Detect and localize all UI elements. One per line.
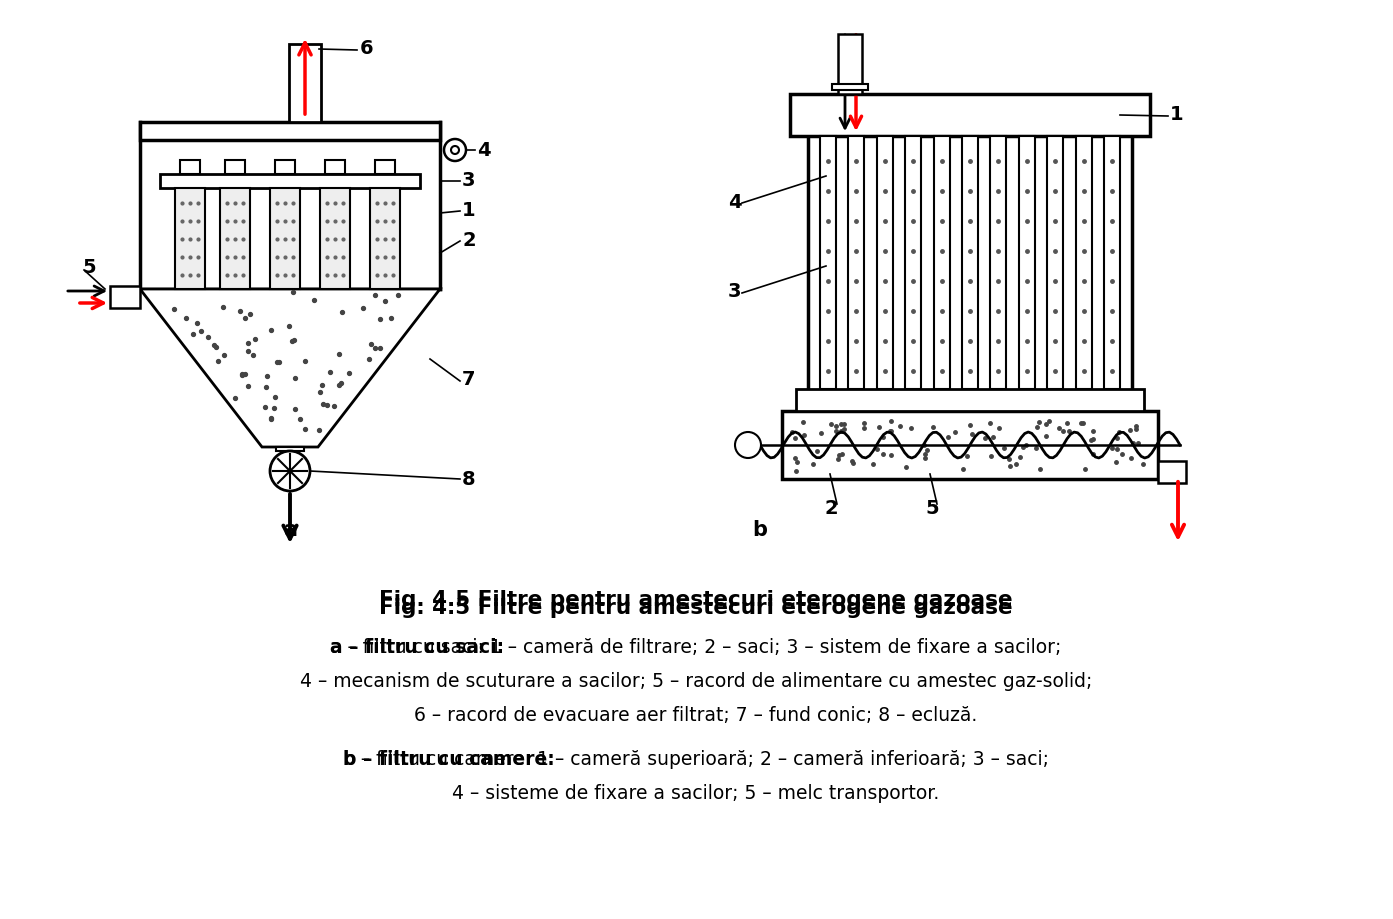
Bar — [905, 137, 921, 390]
Text: 3: 3 — [729, 282, 741, 301]
Bar — [1048, 137, 1063, 390]
Circle shape — [444, 140, 467, 162]
Bar — [288, 45, 320, 123]
Bar — [141, 123, 440, 141]
Bar — [933, 137, 950, 390]
Text: Fig. 4.5 Filtre pentru amestecuri eterogene gazoase: Fig. 4.5 Filtre pentru amestecuri eterog… — [379, 597, 1013, 618]
Bar — [848, 137, 865, 390]
Bar — [226, 161, 245, 175]
Text: 3: 3 — [462, 170, 475, 189]
Bar — [270, 188, 299, 289]
Bar — [1105, 137, 1120, 390]
Bar — [180, 161, 201, 175]
Bar — [876, 137, 893, 390]
Text: 4: 4 — [476, 142, 490, 160]
Bar — [832, 85, 868, 91]
Bar — [176, 188, 205, 289]
Text: b – filtru cu camere:: b – filtru cu camere: — [343, 749, 554, 768]
Text: 5: 5 — [82, 258, 96, 278]
Bar — [790, 95, 1151, 137]
Bar — [375, 161, 396, 175]
Text: 2: 2 — [825, 498, 839, 516]
Bar — [963, 137, 978, 390]
Bar — [220, 188, 249, 289]
Bar — [1018, 137, 1035, 390]
Circle shape — [270, 451, 311, 492]
Text: 2: 2 — [462, 231, 475, 249]
Text: b – filtru cu camere: 1 – cameră superioară; 2 – cameră inferioară; 3 – saci;: b – filtru cu camere: 1 – cameră superio… — [343, 749, 1049, 768]
Text: a – filtru cu saci:: a – filtru cu saci: — [330, 637, 504, 656]
Bar — [795, 390, 1144, 412]
Polygon shape — [141, 289, 440, 448]
Bar — [325, 161, 345, 175]
Bar — [990, 137, 1006, 390]
Text: 1: 1 — [1170, 106, 1184, 124]
Text: 8: 8 — [462, 470, 475, 489]
Text: 4: 4 — [729, 192, 741, 211]
Text: Fig. 4.5 Filtre pentru amestecuri eterogene gazoase: Fig. 4.5 Filtre pentru amestecuri eterog… — [379, 589, 1013, 609]
Circle shape — [451, 147, 460, 154]
Text: b: b — [752, 519, 768, 539]
Text: 4 – sisteme de fixare a sacilor; 5 – melc transportor.: 4 – sisteme de fixare a sacilor; 5 – mel… — [453, 783, 940, 802]
Circle shape — [736, 433, 761, 459]
Bar — [276, 448, 304, 451]
Text: a: a — [283, 519, 297, 539]
Bar — [320, 188, 350, 289]
Text: 5: 5 — [925, 498, 939, 516]
Bar — [371, 188, 400, 289]
Bar — [1075, 137, 1092, 390]
Text: 7: 7 — [462, 370, 475, 389]
Bar — [1158, 461, 1185, 483]
Text: 1: 1 — [462, 200, 475, 220]
Text: 6: 6 — [359, 39, 373, 57]
Bar — [781, 412, 1158, 480]
Bar — [110, 287, 141, 309]
Bar — [274, 161, 295, 175]
Bar — [160, 175, 421, 188]
Text: a – filtru cu saci: 1 – cameră de filtrare; 2 – saci; 3 – sistem de fixare a sac: a – filtru cu saci: 1 – cameră de filtra… — [330, 637, 1061, 656]
Bar — [839, 35, 862, 95]
Text: 6 – racord de evacuare aer filtrat; 7 – fund conic; 8 – ecluză.: 6 – racord de evacuare aer filtrat; 7 – … — [414, 705, 978, 724]
Text: 4 – mecanism de scuturare a sacilor; 5 – racord de alimentare cu amestec gaz-sol: 4 – mecanism de scuturare a sacilor; 5 –… — [299, 671, 1092, 690]
Bar — [820, 137, 836, 390]
